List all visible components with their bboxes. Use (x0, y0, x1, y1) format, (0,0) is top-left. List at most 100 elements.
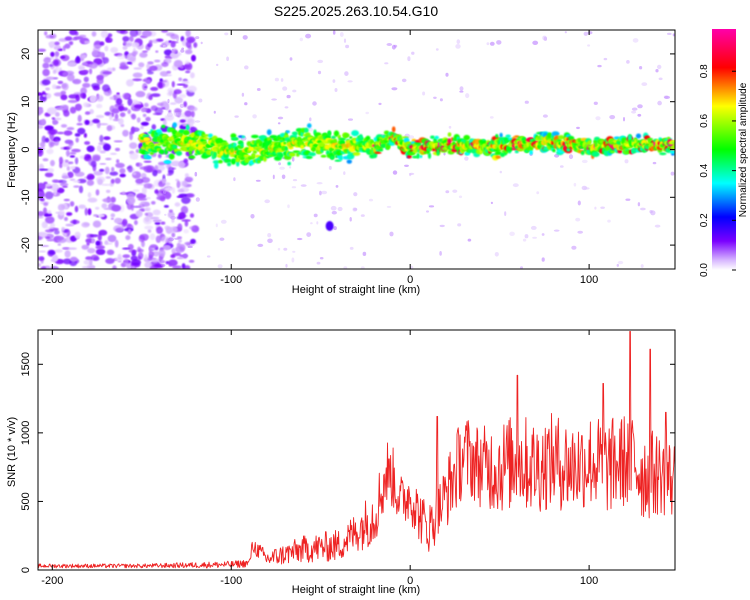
noise-speck (149, 244, 158, 249)
noise-speck (101, 203, 108, 209)
noise-speck (54, 235, 64, 241)
noise-speck (641, 82, 648, 86)
noise-speck (46, 226, 55, 230)
noise-speck (220, 219, 227, 224)
noise-speck (583, 31, 588, 36)
snr-x-ticks: -200 -100 0 100 (41, 330, 598, 587)
noise-speck (99, 168, 105, 172)
noise-speck (42, 62, 50, 69)
noise-speck (95, 248, 106, 255)
noise-speck (74, 205, 79, 213)
ridge-cell (288, 152, 296, 157)
noise-speck (62, 247, 70, 250)
ridge-cell (378, 148, 384, 152)
ridge-cell (495, 134, 499, 138)
noise-speck (142, 83, 148, 91)
noise-speck (576, 126, 580, 130)
noise-speck (657, 64, 662, 70)
noise-speck (152, 112, 163, 116)
noise-speck (97, 214, 105, 218)
noise-speck (68, 161, 74, 165)
noise-speck (102, 197, 113, 203)
noise-speck (45, 34, 54, 39)
noise-speck (78, 204, 86, 209)
noise-speck (38, 182, 46, 191)
noise-speck (163, 205, 169, 208)
noise-speck (164, 191, 171, 200)
noise-speck (46, 238, 55, 242)
noise-speck (140, 107, 146, 113)
ridge-cell (305, 155, 313, 159)
noise-speck (109, 113, 113, 121)
isolated-blob (325, 220, 334, 231)
ridge-cell (241, 157, 246, 160)
noise-speck (458, 195, 463, 199)
noise-speck (343, 38, 347, 43)
noise-speck (317, 59, 324, 64)
noise-speck (184, 64, 191, 69)
noise-speck (658, 77, 663, 81)
noise-speck (256, 88, 261, 91)
noise-speck (581, 159, 588, 164)
noise-speck (553, 229, 560, 232)
noise-speck (655, 69, 659, 73)
noise-speck (50, 51, 55, 57)
noise-speck (283, 247, 288, 251)
ridge-cell (202, 140, 208, 145)
noise-speck (524, 234, 529, 239)
noise-speck (522, 238, 527, 242)
snr-y-label: SNR (10 * v/v) (6, 417, 18, 487)
noise-speck (343, 266, 348, 269)
noise-speck (194, 120, 201, 123)
noise-speck (144, 216, 150, 223)
noise-speck (433, 96, 437, 100)
noise-speck (162, 244, 171, 251)
noise-speck (54, 51, 60, 57)
x-tick-label: -200 (41, 274, 63, 286)
noise-speck (92, 118, 100, 124)
ridge-cell (419, 155, 423, 158)
noise-speck (62, 258, 72, 265)
noise-speck (637, 113, 642, 117)
noise-speck (309, 117, 312, 122)
noise-speck (151, 258, 159, 263)
noise-speck (122, 247, 131, 250)
ridge-cell (617, 149, 623, 154)
ridge-cell (447, 138, 452, 145)
ridge-cell (285, 130, 290, 134)
noise-speck (291, 186, 297, 189)
noise-speck (457, 223, 462, 227)
noise-speck (389, 231, 394, 237)
noise-speck (82, 82, 91, 88)
noise-speck (161, 30, 169, 33)
noise-speck (306, 232, 312, 238)
noise-speck (117, 253, 122, 260)
ridge-cell (628, 134, 632, 141)
noise-speck (38, 168, 49, 171)
ridge-cell (327, 130, 332, 137)
noise-speck (331, 210, 337, 215)
noise-speck (132, 78, 143, 82)
noise-speck (291, 257, 295, 263)
noise-speck (162, 190, 167, 194)
noise-speck (92, 155, 101, 162)
noise-speck (96, 145, 102, 152)
noise-speck (81, 62, 89, 66)
noise-speck (391, 44, 396, 50)
noise-speck (52, 118, 57, 125)
x-tick-label: 100 (580, 575, 598, 587)
ridge-cell (588, 140, 592, 145)
noise-speck (185, 70, 191, 74)
ridge-cell (218, 159, 223, 164)
noise-speck (38, 147, 43, 155)
noise-speck (142, 113, 147, 118)
noise-speck (67, 203, 71, 207)
noise-speck (145, 79, 151, 85)
noise-speck (122, 45, 128, 51)
ridge-cell (372, 152, 378, 159)
noise-speck (577, 230, 583, 234)
noise-speck (140, 201, 145, 205)
noise-speck (74, 157, 79, 165)
noise-speck (310, 222, 313, 225)
noise-speck (96, 103, 103, 109)
